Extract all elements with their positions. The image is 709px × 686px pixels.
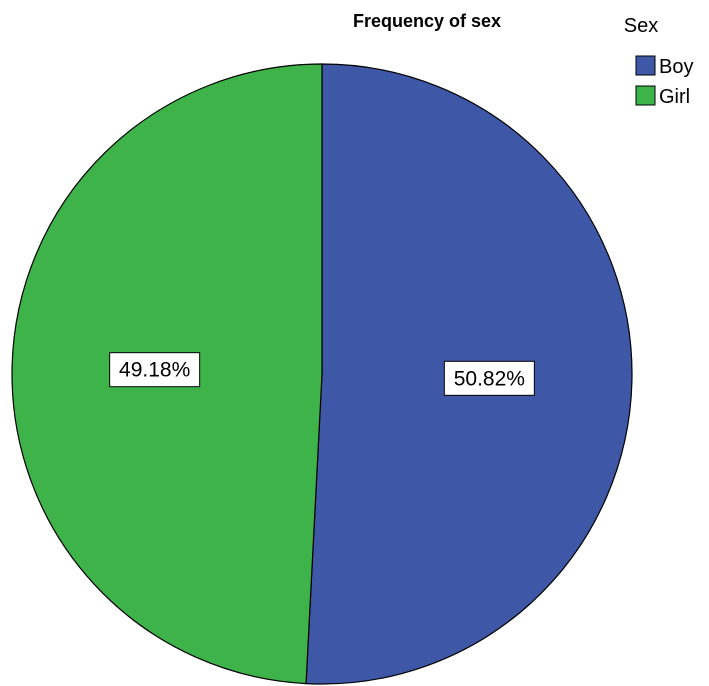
data-label-box bbox=[109, 352, 201, 388]
legend-swatch bbox=[635, 85, 656, 106]
legend-title: Sex bbox=[624, 15, 658, 37]
data-label-text: 49.18% bbox=[119, 359, 190, 382]
legend-swatch bbox=[635, 55, 656, 76]
chart-title: Frequency of sex bbox=[353, 11, 501, 31]
pie-slices bbox=[11, 63, 633, 685]
legend-item-boy: Boy bbox=[635, 55, 693, 78]
legend-label: Girl bbox=[659, 86, 690, 108]
pie-data-labels: 50.82% 49.18% bbox=[109, 352, 535, 396]
data-label-boy: 50.82% bbox=[443, 360, 535, 396]
data-label-girl: 49.18% bbox=[109, 352, 201, 388]
legend-items: Boy Girl bbox=[635, 55, 693, 108]
legend: Sex Boy Girl bbox=[624, 15, 694, 108]
data-label-box bbox=[443, 360, 535, 396]
legend-label: Boy bbox=[659, 56, 693, 78]
legend-item-girl: Girl bbox=[635, 85, 690, 108]
data-label-text: 50.82% bbox=[454, 367, 525, 390]
